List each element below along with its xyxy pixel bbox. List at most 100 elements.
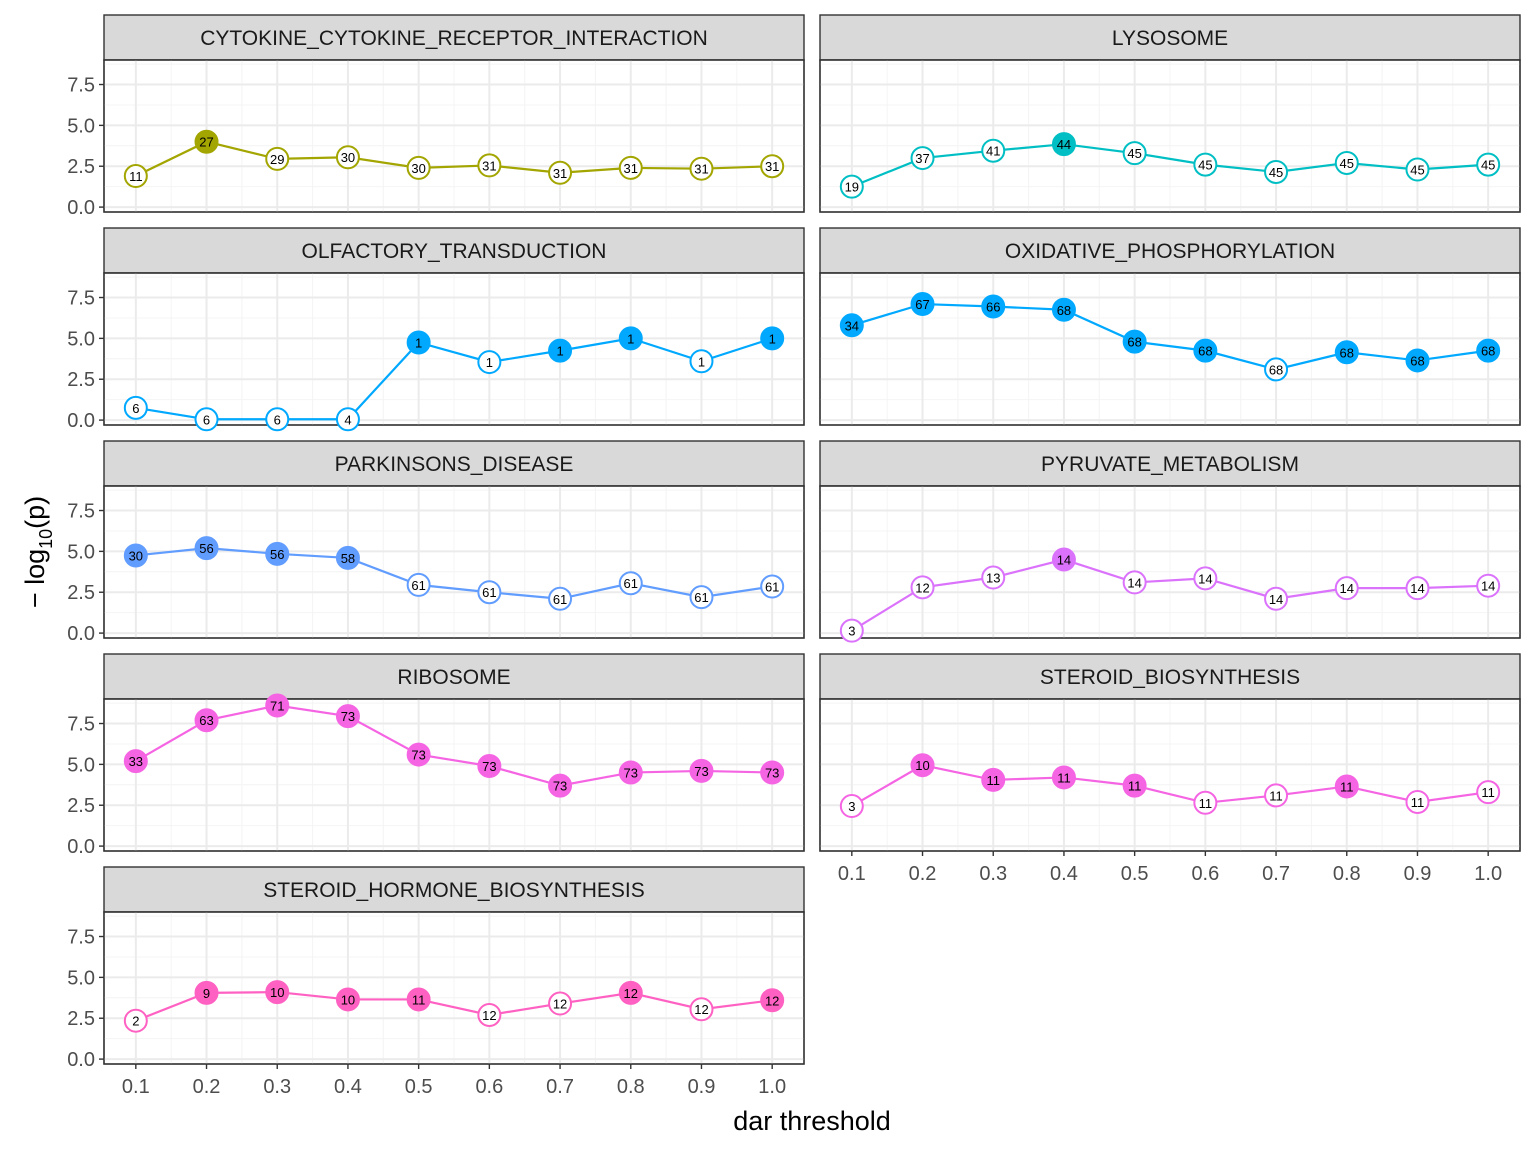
x-tick-label: 0.4 [334,1076,362,1098]
series-line [851,143,1489,188]
data-label: 12 [915,580,929,595]
data-point [406,155,431,180]
data-label: 13 [986,571,1000,586]
data-point [910,753,935,778]
facet-panel: STEROID_HORMONE_BIOSYNTHESIS 0.0 2.5 5.0 7.5… [67,866,805,1098]
x-tick-label: 0.2 [909,863,937,885]
panel-border [103,911,805,1065]
data-point [760,760,785,785]
y-tick-label: 0.0 [67,623,95,645]
data-label: 56 [270,547,284,562]
data-point [335,145,360,170]
data-point [1405,348,1430,373]
data-label: 6 [203,412,210,427]
data-point [335,407,360,432]
data-point [1193,338,1218,363]
data-label: 37 [915,151,929,166]
facet-panel: CYTOKINE_CYTOKINE_RECEPTOR_INTERACTION 0.… [67,14,805,219]
data-label: 63 [199,713,213,728]
data-label: 61 [694,590,708,605]
data-point [689,997,714,1022]
data-point [335,987,360,1012]
data-label: 61 [624,576,638,591]
data-label: 3 [848,799,855,814]
facet-title: CYTOKINE_CYTOKINE_RECEPTOR_INTERACTION [200,27,708,50]
data-point [1405,157,1430,182]
data-label: 10 [915,758,929,773]
data-point [1122,570,1147,595]
series-line [135,140,773,178]
data-point [477,153,502,178]
data-point [406,987,431,1012]
data-point [1122,329,1147,354]
series-line [135,990,773,1022]
y-axis-title-tail: (p) [20,496,50,529]
data-label: 19 [845,180,859,195]
data-point [1334,340,1359,365]
facet-strip [103,14,805,61]
data-label: 56 [199,541,213,556]
x-tick-label: 0.9 [688,1076,716,1098]
data-point [1264,586,1289,611]
data-label: 73 [411,748,425,763]
facet-title: LYSOSOME [1112,27,1228,50]
data-point [1122,141,1147,166]
facet-strip [819,14,1521,61]
x-tick-label: 0.6 [1191,863,1219,885]
data-label: 11 [1269,788,1283,803]
data-point [981,294,1006,319]
data-label: 12 [694,1002,708,1017]
data-point [194,708,219,733]
y-tick-label: 7.5 [67,501,95,523]
data-label: 11 [1128,779,1142,794]
data-point [1193,152,1218,177]
data-label: 68 [1410,353,1424,368]
data-point [1193,566,1218,591]
data-label: 12 [553,997,567,1012]
data-label: 14 [1410,581,1424,596]
data-label: 31 [553,166,567,181]
y-tick-label: 5.0 [67,115,95,137]
y-axis-title: − log10(p) [20,496,56,608]
data-label: 71 [270,699,284,714]
data-label: 27 [199,135,213,150]
data-label: 45 [1198,158,1212,173]
data-label: 34 [845,318,859,333]
data-label: 45 [1410,163,1424,178]
data-label: 44 [1057,137,1071,152]
x-tick-label: 1.0 [758,1076,786,1098]
facet-strip [103,440,805,487]
y-tick-label: 5.0 [67,328,95,350]
facet-strip [103,227,805,274]
data-label: 68 [1269,362,1283,377]
data-point [839,618,864,643]
data-label: 73 [765,766,779,781]
data-point [839,174,864,199]
panel-border [819,485,1521,639]
data-point [1334,150,1359,175]
data-label: 1 [486,355,493,370]
data-point [335,704,360,729]
data-point [123,543,148,568]
data-label: 6 [274,412,281,427]
data-point [1334,576,1359,601]
data-point [1405,789,1430,814]
data-point [477,754,502,779]
data-point [760,988,785,1013]
data-label: 14 [1340,581,1354,596]
data-point [265,693,290,718]
data-point [839,313,864,338]
data-point [1051,132,1076,157]
data-point [910,146,935,171]
data-point [618,980,643,1005]
data-point [477,1002,502,1027]
facet-panel: OXIDATIVE_PHOSPHORYLATION 34 67 66 68 68 68 68 6… [819,227,1521,426]
data-label: 1 [627,331,634,346]
data-point [194,536,219,561]
data-label: 11 [1481,785,1495,800]
panel-border [103,485,805,639]
data-label: 4 [344,412,351,427]
y-tick-label: 2.5 [67,156,95,178]
panel-border [819,272,1521,426]
data-label: 68 [1127,335,1141,350]
